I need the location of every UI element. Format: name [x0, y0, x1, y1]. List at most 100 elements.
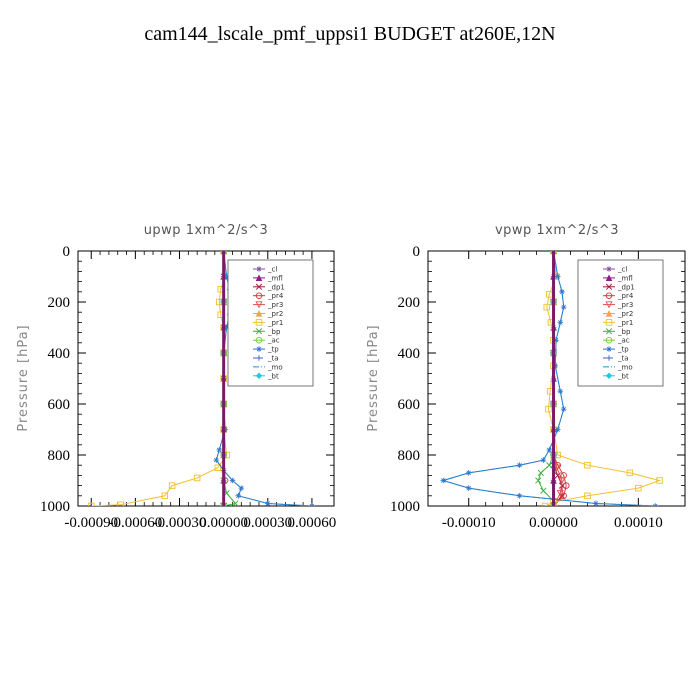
- vpwp-series-pr3-point: [553, 464, 561, 472]
- upwp-legend-pr2-label: _pr2: [267, 310, 283, 318]
- upwp-legend-pr4-marker: [255, 292, 263, 299]
- upwp-ytick-label: 400: [48, 346, 71, 362]
- vpwp-ytick-label: 200: [398, 295, 421, 311]
- upwp-legend-bt-label: _bt: [267, 372, 279, 380]
- upwp-series-tp-point: [238, 485, 245, 491]
- vpwp-series-pr1-point: [545, 405, 552, 413]
- upwp-series-pr1-point: [87, 502, 95, 506]
- vpwp-series-pr1-point: [543, 303, 550, 311]
- upwp-legend-ta-label: _ta: [267, 355, 279, 363]
- upwp-legend: _cl_mfl_dp1_pr4_pr3_pr2_pr1_bp_ac_tp_ta_…: [227, 259, 314, 387]
- upwp-ytick-label: 200: [48, 295, 71, 311]
- vpwp-series-pr1-point: [626, 469, 634, 477]
- vpwp-legend-ta-marker: [606, 355, 612, 361]
- upwp-legend-bp-marker: [255, 328, 263, 335]
- vpwp-series-bp-point: [535, 477, 542, 484]
- vpwp-series-tp-point: [546, 447, 553, 453]
- vpwp-ytick-label: 600: [398, 397, 421, 413]
- upwp-y-axis-label: Pressure [hPa]: [16, 324, 31, 431]
- vpwp-series-bp-point: [546, 462, 553, 469]
- vpwp-legend-bp-label: _bp: [617, 328, 631, 336]
- vpwp-legend-pr2-label: _pr2: [617, 310, 633, 318]
- upwp-ytick-label: 800: [48, 448, 71, 464]
- upwp-ytick-label: 600: [48, 397, 71, 413]
- vpwp-ytick-label: 800: [398, 448, 421, 464]
- upwp-legend-bp-label: _bp: [267, 328, 281, 336]
- upwp-legend-dp1-label: _dp1: [267, 283, 285, 291]
- upwp-legend-pr1-label: _pr1: [267, 319, 283, 327]
- vpwp-series-tp-point: [557, 388, 564, 395]
- upwp-series-pr1-point: [214, 464, 222, 472]
- upwp-legend-mfl-label: _mfl: [267, 274, 283, 282]
- vpwp-legend-mfl-marker: [605, 274, 613, 282]
- vpwp-series-pr1-point: [541, 502, 549, 506]
- vpwp-legend-bt-label: _bt: [617, 372, 629, 380]
- upwp-series-pr1-point: [161, 492, 169, 500]
- vpwp-legend-pr3-label: _pr3: [617, 301, 633, 309]
- vpwp-ytick-label: 0: [413, 244, 421, 260]
- upwp-legend-pr1-marker: [255, 319, 263, 326]
- vpwp-series-pr1-point: [584, 461, 591, 469]
- upwp-ytick-label: 0: [63, 244, 71, 260]
- vpwp-legend-dp1-label: _dp1: [617, 283, 635, 291]
- upwp-legend-bt-marker: [255, 372, 263, 380]
- upwp-series-group: [87, 251, 315, 506]
- upwp-legend-ac-marker: [255, 336, 263, 344]
- upwp-ytick-label: 1000: [40, 499, 70, 515]
- vpwp-series-pr1-point: [635, 484, 642, 492]
- upwp-legend-pr2-marker: [255, 310, 263, 317]
- vpwp-ytick-label: 400: [398, 346, 421, 362]
- upwp-legend-ta-marker: [256, 355, 262, 361]
- upwp-series-tp-point: [229, 477, 236, 484]
- upwp-series-bp-point: [232, 500, 239, 506]
- upwp-legend-cl-marker: [256, 266, 262, 272]
- vpwp-series-tp-point: [540, 457, 547, 463]
- vpwp-legend-ac-marker: [605, 336, 613, 344]
- vpwp-series-mo-line: [441, 251, 656, 506]
- vpwp-legend-bp-marker: [605, 328, 613, 335]
- vpwp-legend-bt-marker: [605, 372, 613, 380]
- upwp-legend-mfl-marker: [255, 274, 263, 282]
- vpwp-legend-mo-label: _mo: [617, 363, 633, 371]
- upwp-xtick-label: -0.00060: [109, 515, 163, 531]
- upwp-xtick-label: 0.00000: [199, 515, 248, 531]
- upwp-series-pr1-point: [117, 501, 124, 506]
- vpwp-legend: _cl_mfl_dp1_pr4_pr3_pr2_pr1_bp_ac_tp_ta_…: [577, 259, 664, 387]
- upwp-legend-box: [227, 259, 314, 387]
- vpwp-series-bp-point: [537, 469, 544, 476]
- upwp-legend-pr3-marker: [255, 301, 263, 309]
- upwp-legend-tp-marker: [256, 346, 262, 352]
- vpwp-series-pr1-line: [544, 251, 662, 506]
- vpwp-panel-title: vpwp 1xm^2/s^3: [495, 223, 619, 238]
- upwp-xtick-label: 0.00030: [243, 515, 292, 531]
- vpwp-legend-cl-marker: [606, 266, 612, 272]
- vpwp-y-axis-label: Pressure [hPa]: [366, 324, 381, 431]
- vpwp-series-pr4-point: [560, 472, 567, 479]
- upwp-series-pr1-point: [168, 482, 176, 489]
- upwp-xtick-label: -0.00090: [64, 515, 118, 531]
- vpwp-legend-pr4-label: _pr4: [617, 292, 634, 300]
- upwp-legend-mo-label: _mo: [267, 363, 283, 371]
- vpwp-legend-cl-label: _cl: [617, 266, 627, 274]
- vpwp-series-pr3-point: [558, 477, 566, 485]
- vpwp-legend-pr3-marker: [605, 301, 613, 309]
- upwp-panel: upwp 1xm^2/s^3 Pressure [hPa] 0 200 400 600…: [16, 223, 336, 531]
- upwp-legend-cl-label: _cl: [267, 266, 277, 274]
- vpwp-legend-dp1-marker: [605, 283, 613, 290]
- upwp-series-pr1-point: [193, 474, 201, 482]
- vpwp-series-tp-point: [557, 319, 564, 326]
- upwp-panel-title: upwp 1xm^2/s^3: [144, 223, 269, 238]
- vpwp-legend-box: [577, 259, 664, 387]
- vpwp-series-pr1-point: [656, 477, 663, 484]
- vpwp-legend-tp-label: _tp: [617, 346, 629, 354]
- vpwp-ytick-label: 1000: [390, 499, 420, 515]
- upwp-legend-tp-label: _tp: [267, 346, 279, 354]
- vpwp-series-bp-point: [540, 487, 547, 494]
- vpwp-legend-pr1-label: _pr1: [617, 319, 633, 327]
- vpwp-series-tp-point: [516, 462, 523, 468]
- vpwp-xtick-label: 0.00010: [614, 515, 663, 531]
- upwp-legend-dp1-marker: [255, 283, 263, 290]
- vpwp-legend-ac-label: _ac: [617, 337, 630, 345]
- vpwp-panel: vpwp 1xm^2/s^3 Pressure [hPa] 0 200 400 600…: [366, 223, 686, 531]
